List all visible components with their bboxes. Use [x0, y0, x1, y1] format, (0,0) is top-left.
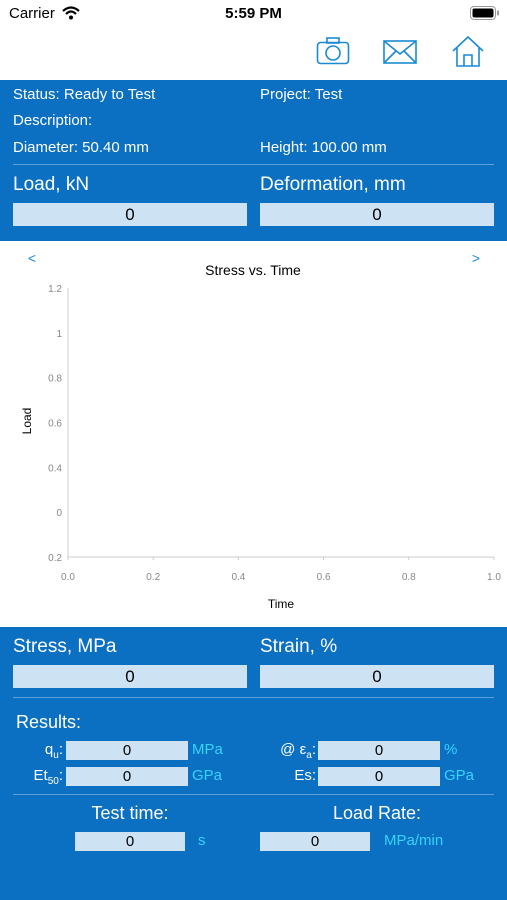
qu-label: qu:: [44, 741, 63, 761]
load-value: 0: [13, 203, 247, 226]
wifi-icon: [62, 6, 80, 20]
test-time-label: Test time:: [91, 803, 169, 823]
carrier: Carrier: [9, 5, 55, 22]
deformation-label: Deformation, mm: [260, 174, 406, 195]
diameter: Diameter: 50.40 mm: [13, 139, 149, 156]
qu-unit: MPa: [192, 741, 223, 758]
battery-icon: [470, 6, 499, 20]
mail-button[interactable]: [383, 40, 417, 64]
status: Status: Ready to Test: [13, 86, 156, 103]
y-tick-label: 1: [56, 329, 62, 340]
strain-label: Strain, %: [260, 636, 338, 657]
height: Height: 100.00 mm: [260, 139, 387, 156]
next-button[interactable]: >: [472, 250, 480, 266]
x-axis-label: Time: [268, 597, 295, 611]
results-heading: Results:: [16, 712, 82, 732]
strain-at-value: 0: [318, 741, 440, 760]
et50-value: 0: [66, 767, 188, 786]
strain-at-unit: %: [444, 741, 458, 758]
y-tick-label: 0.2: [48, 553, 62, 564]
load-rate-label: Load Rate:: [332, 803, 422, 823]
stress-label: Stress, MPa: [13, 636, 117, 657]
clock: 5:59 PM: [225, 5, 282, 22]
es-label: Es:: [294, 767, 316, 784]
deformation-value: 0: [260, 203, 494, 226]
chart: < > Stress vs. Time Time Load 0.0 0.2 0.4 0…: [20, 250, 501, 611]
y-tick-label: 0.8: [48, 374, 62, 385]
x-tick-label: 0.0: [61, 572, 75, 583]
prev-button[interactable]: <: [28, 250, 36, 266]
strain-at-label: @ εa:: [280, 741, 316, 761]
separator: [13, 794, 494, 795]
project: Project: Test: [260, 86, 343, 103]
camera-button[interactable]: [316, 36, 350, 66]
home-button[interactable]: [451, 34, 485, 68]
test-time-unit: s: [198, 832, 206, 849]
es-unit: GPa: [444, 767, 475, 784]
description: Description:: [13, 112, 93, 129]
stress-value: 0: [13, 665, 247, 688]
y-tick-label: 0: [56, 508, 62, 519]
x-tick-label: 0.6: [317, 572, 331, 583]
x-tick-label: 0.4: [231, 572, 245, 583]
y-tick-label: 1.2: [48, 284, 62, 295]
et50-unit: GPa: [192, 767, 223, 784]
y-tick-label: 0.6: [48, 419, 62, 430]
separator: [13, 164, 494, 165]
qu-value: 0: [66, 741, 188, 760]
x-tick-label: 0.2: [146, 572, 160, 583]
chart-title: Stress vs. Time: [205, 262, 301, 278]
test-time-value: 0: [75, 832, 185, 851]
x-tick-label: 0.8: [402, 572, 416, 583]
load-rate-unit: MPa/min: [384, 832, 444, 849]
et50-label: Et50:: [33, 767, 63, 787]
es-value: 0: [318, 767, 440, 786]
load-rate-value: 0: [260, 832, 370, 851]
load-label: Load, kN: [13, 174, 90, 195]
strain-value: 0: [260, 665, 494, 688]
x-tick-label: 1.0: [487, 572, 501, 583]
y-axis-label: Load: [20, 408, 34, 435]
separator: [13, 697, 494, 698]
y-tick-label: 0.4: [48, 463, 62, 474]
